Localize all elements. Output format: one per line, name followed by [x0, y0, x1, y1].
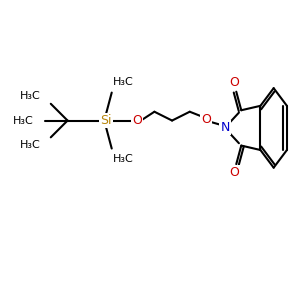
- Text: O: O: [229, 167, 239, 179]
- Text: H₃C: H₃C: [113, 77, 134, 87]
- Text: O: O: [201, 112, 211, 126]
- Text: H₃C: H₃C: [113, 154, 134, 164]
- Text: N: N: [220, 122, 230, 134]
- Text: H₃C: H₃C: [20, 91, 41, 101]
- Text: H₃C: H₃C: [13, 116, 34, 126]
- Text: H₃C: H₃C: [20, 140, 41, 150]
- Text: O: O: [229, 76, 239, 89]
- Text: Si: Si: [100, 114, 112, 127]
- Text: O: O: [132, 114, 142, 127]
